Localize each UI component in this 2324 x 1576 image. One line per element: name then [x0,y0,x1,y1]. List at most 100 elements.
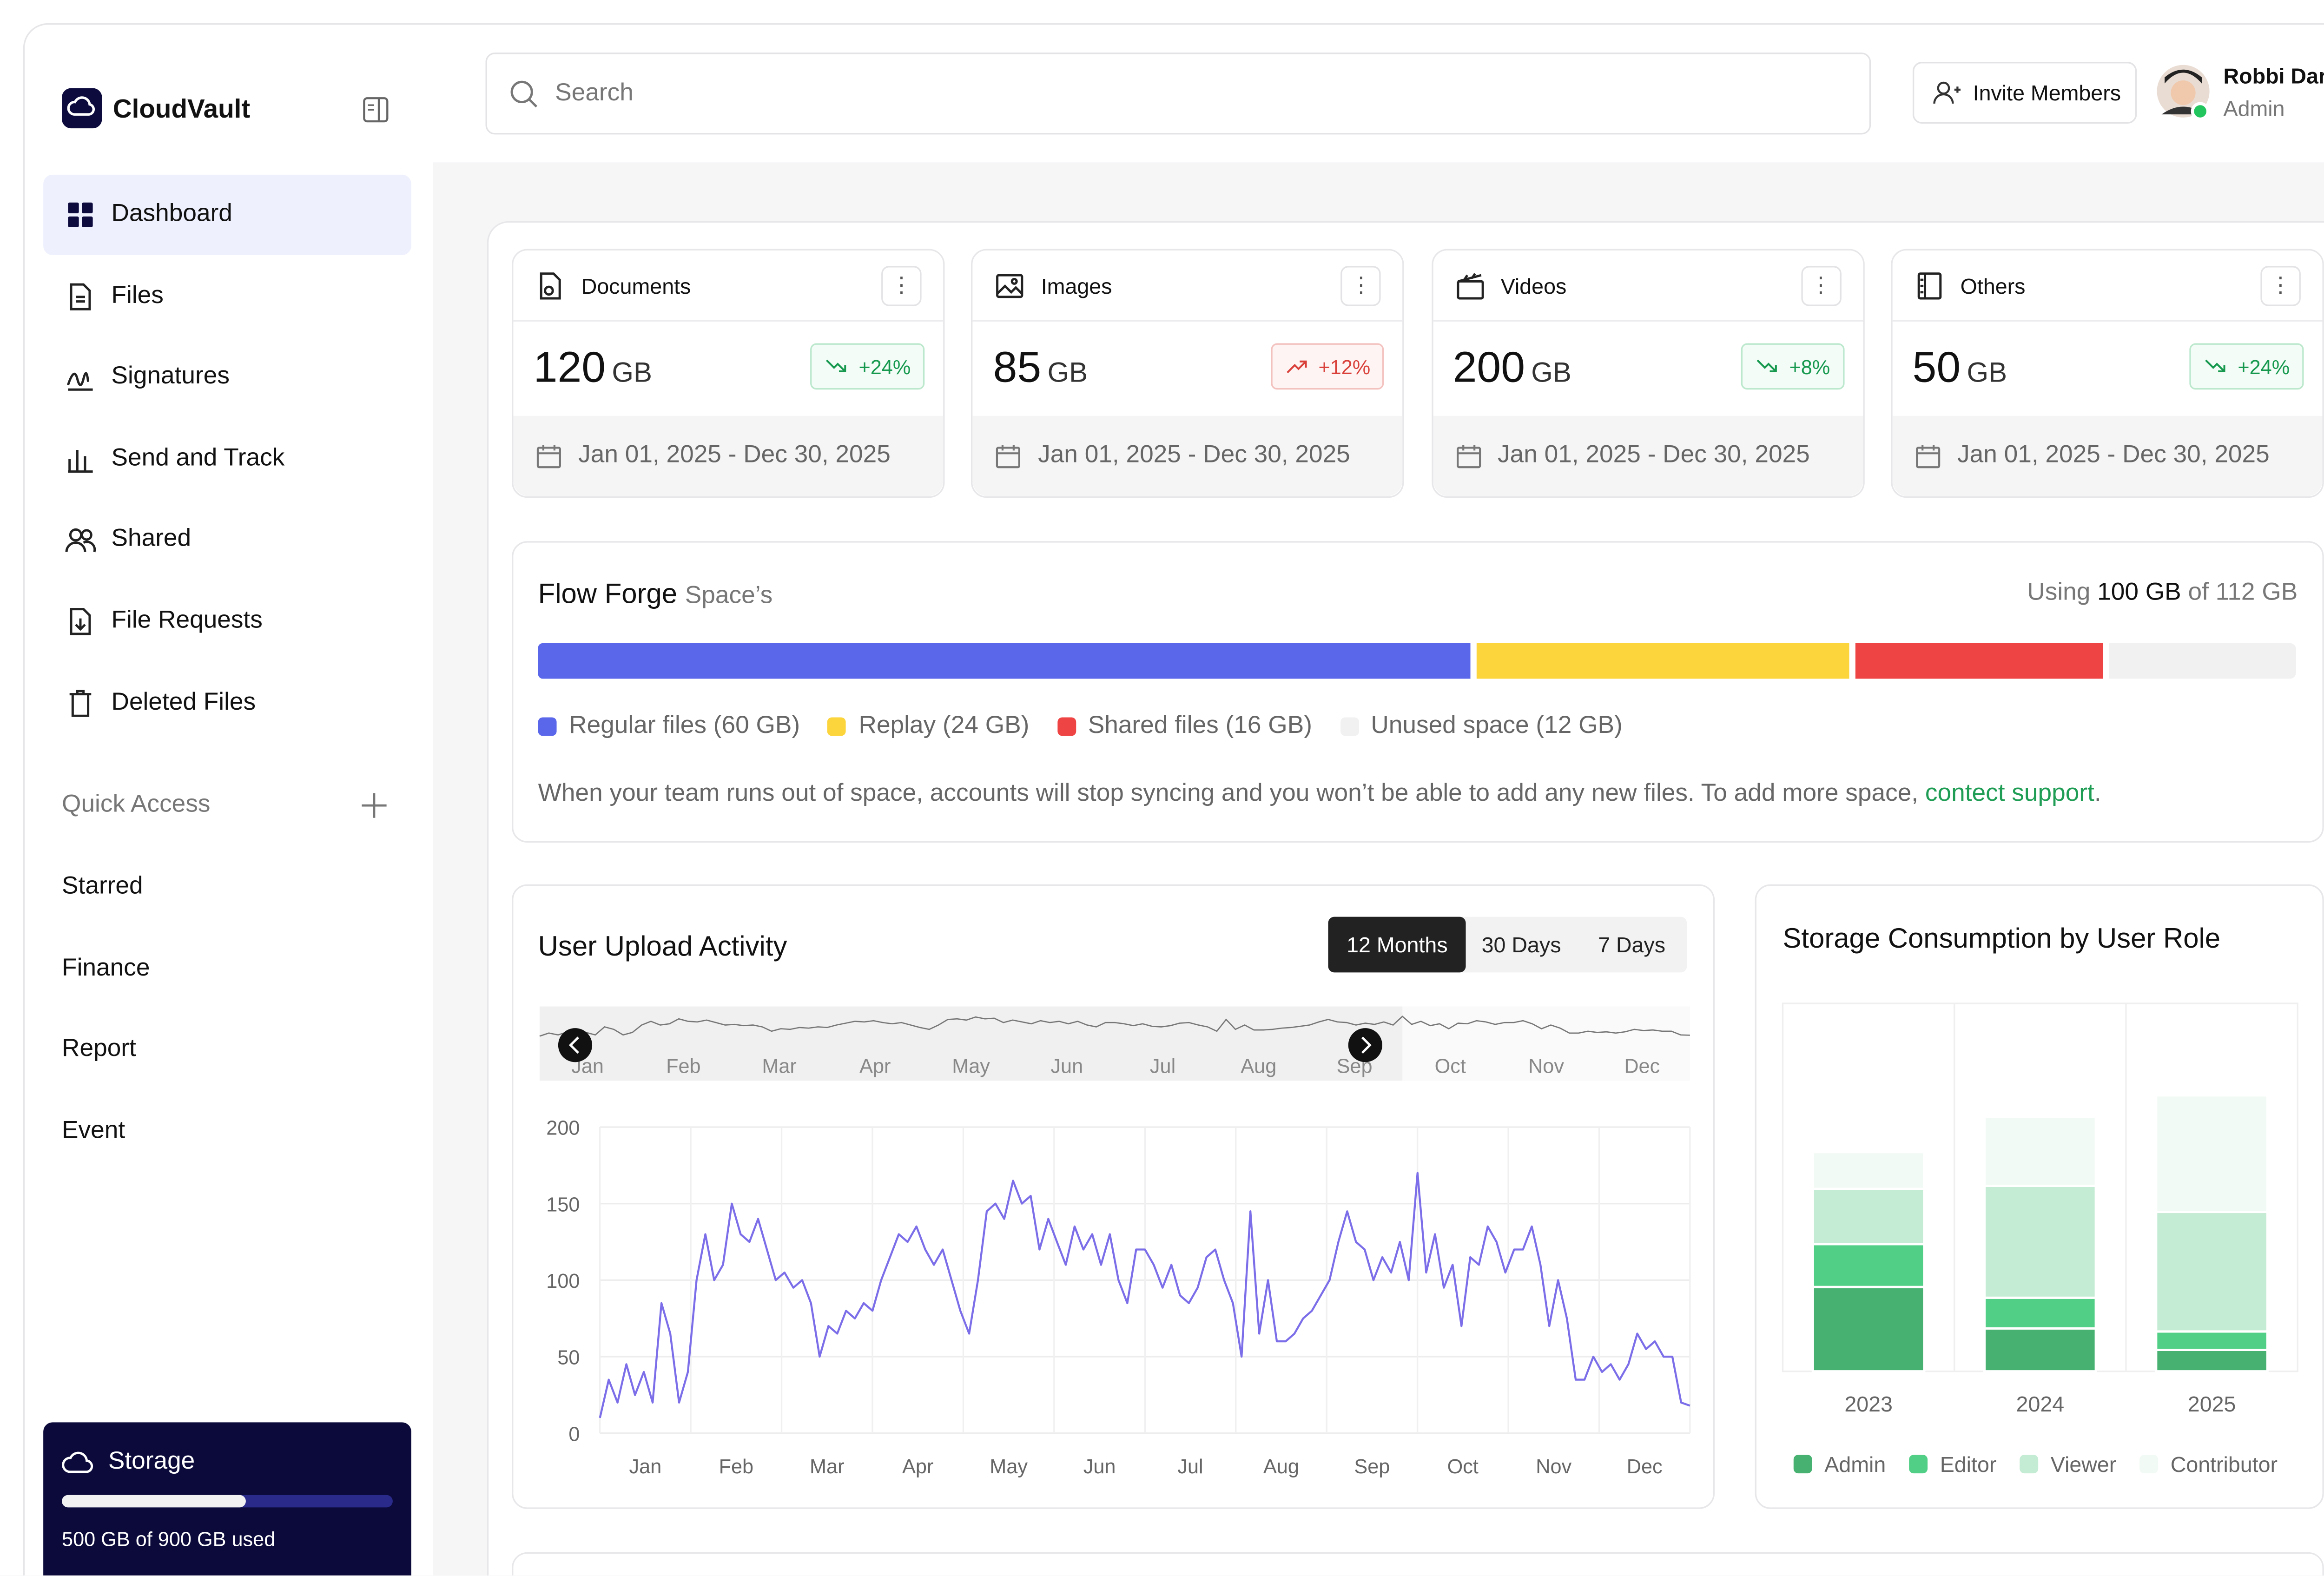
card-change: +8% [1741,343,1844,390]
card-title: Others [1960,273,2026,298]
card-unit: GB [1967,357,2007,388]
icon [67,372,93,391]
quick-access-add[interactable] [360,791,388,819]
legend-item: Regular files (60 GB) [538,713,800,741]
collapse-button[interactable] [362,96,390,124]
handle-arrow [1361,1036,1372,1054]
x-tick-label: Dec [1627,1456,1663,1478]
space-title: Flow Forge [538,578,678,609]
brand-name: CloudVault [112,94,251,124]
x-tick-label: Nov [1536,1456,1571,1478]
minimap-month: Dec [1624,1055,1660,1078]
bar-segment [1811,1151,1926,1190]
x-tick-label: 2025 [2188,1392,2236,1416]
bar-segment [1983,1184,2097,1299]
y-tick-label: 100 [546,1270,580,1292]
legend-label: Editor [1940,1452,1997,1477]
nav-item[interactable]: Files [43,256,411,336]
legend-label: Admin [1824,1452,1886,1477]
card-value: 120 [533,343,606,391]
support-link[interactable]: contect support [1925,780,2094,807]
space-segment [2109,643,2296,679]
x-tick-label: Jun [1083,1456,1116,1478]
nav-item[interactable]: File Requests [43,581,411,662]
nav-item[interactable]: Dashboard [43,174,411,255]
bar-segment [2155,1330,2269,1351]
card-date-range: Jan 01, 2025 - Dec 30, 2025 [578,442,891,468]
bar-segment [1983,1296,2097,1330]
minimap-handle[interactable] [558,1028,593,1062]
bar-segment [1811,1286,1926,1373]
legend-label: Contributor [2171,1452,2278,1477]
card-footer: Jan 01, 2025 - Dec 30, 2025 [513,415,944,496]
card-title: Videos [1500,273,1567,298]
legend-label: Regular files (60 GB) [569,712,800,739]
card-change: +12% [1270,343,1385,390]
legend-label: Unused space (12 GB) [1371,712,1623,739]
icon [65,529,96,553]
minimap-month: Jul [1150,1055,1175,1078]
quick-access-item[interactable]: Event [62,1117,125,1144]
notice-end: . [2094,780,2101,807]
user-name: Robbi Darwis [2223,63,2324,88]
role-chart: Storage Consumption by User Role 2023 2024… [1782,923,2298,1477]
search-placeholder: Search [555,79,634,106]
card-date-range: Jan 01, 2025 - Dec 30, 2025 [1038,442,1350,468]
quick-access-item[interactable]: Report [62,1036,136,1062]
legend-swatch [1340,717,1359,736]
quick-access-item[interactable]: Finance [62,955,150,981]
nav-item[interactable]: Send and Track [43,419,411,499]
legend-swatch [2020,1455,2039,1474]
card-menu[interactable]: ⋮ [881,266,922,306]
x-tick-label: Feb [719,1456,754,1478]
range-tab[interactable]: 30 Days [1481,932,1561,957]
x-tick-label: Mar [810,1456,844,1478]
range-tab[interactable]: 12 Months [1328,917,1466,973]
card-menu[interactable]: ⋮ [1801,266,1841,306]
bar-segment [2155,1211,2269,1333]
storage-title: Storage [108,1448,195,1475]
space-heading: Flow Forge Space’s [538,578,773,611]
icon [1286,360,1307,374]
card-menu[interactable]: ⋮ [2260,266,2301,306]
search-box[interactable]: Search [485,53,1871,135]
invite-label: Invite Members [1973,80,2121,106]
stat-card: Documents ⋮ 120 GB +24% Jan 01, 2025 - Dec 30… [512,249,945,498]
card-footer: Jan 01, 2025 - Dec 30, 2025 [1433,415,1863,496]
legend-swatch [1793,1455,1812,1474]
nav-item[interactable]: Signatures [43,337,411,418]
icon [68,449,93,473]
space-panel: Flow Forge Space’s Using 100 GB of 112 G… [512,541,2324,843]
usage-prefix: Using [2027,580,2091,606]
card-footer: Jan 01, 2025 - Dec 30, 2025 [1892,415,2323,496]
space-segment [1855,643,2104,679]
card-footer: Jan 01, 2025 - Dec 30, 2025 [973,415,1403,496]
quick-access-item[interactable]: Starred [62,873,143,900]
card-date-range: Jan 01, 2025 - Dec 30, 2025 [1498,442,1810,468]
card-change-label: +8% [1789,355,1830,378]
minimap-month: Oct [1435,1055,1466,1078]
nav-item[interactable]: Deleted Files [43,663,411,743]
icon [2205,359,2226,373]
storage-track [62,1495,393,1508]
card-header: Documents [513,251,944,322]
card-value-row: 50 GB [1913,343,2007,392]
y-tick-label: 0 [568,1423,580,1445]
legend-swatch [2139,1455,2159,1474]
nav-item[interactable]: Shared [43,500,411,580]
y-tick-label: 50 [557,1347,580,1369]
card-menu[interactable]: ⋮ [1341,266,1381,306]
storage-text: 500 GB of 900 GB used [62,1527,276,1551]
invite-button[interactable]: Invite Members [1912,62,2137,124]
nav-label: Deleted Files [111,689,256,715]
minimap-handle[interactable] [1348,1028,1382,1062]
legend-label: Shared files (16 GB) [1088,712,1312,739]
icon [68,202,93,227]
space-segment [538,643,1470,679]
legend-item: Replay (24 GB) [827,713,1029,741]
icon [540,271,561,299]
stat-card: Videos ⋮ 200 GB +8% Jan 01, 2025 - Dec 30, 20… [1431,249,1864,498]
range-tab[interactable]: 7 Days [1598,932,1666,957]
user-avatar[interactable] [2155,62,2214,124]
